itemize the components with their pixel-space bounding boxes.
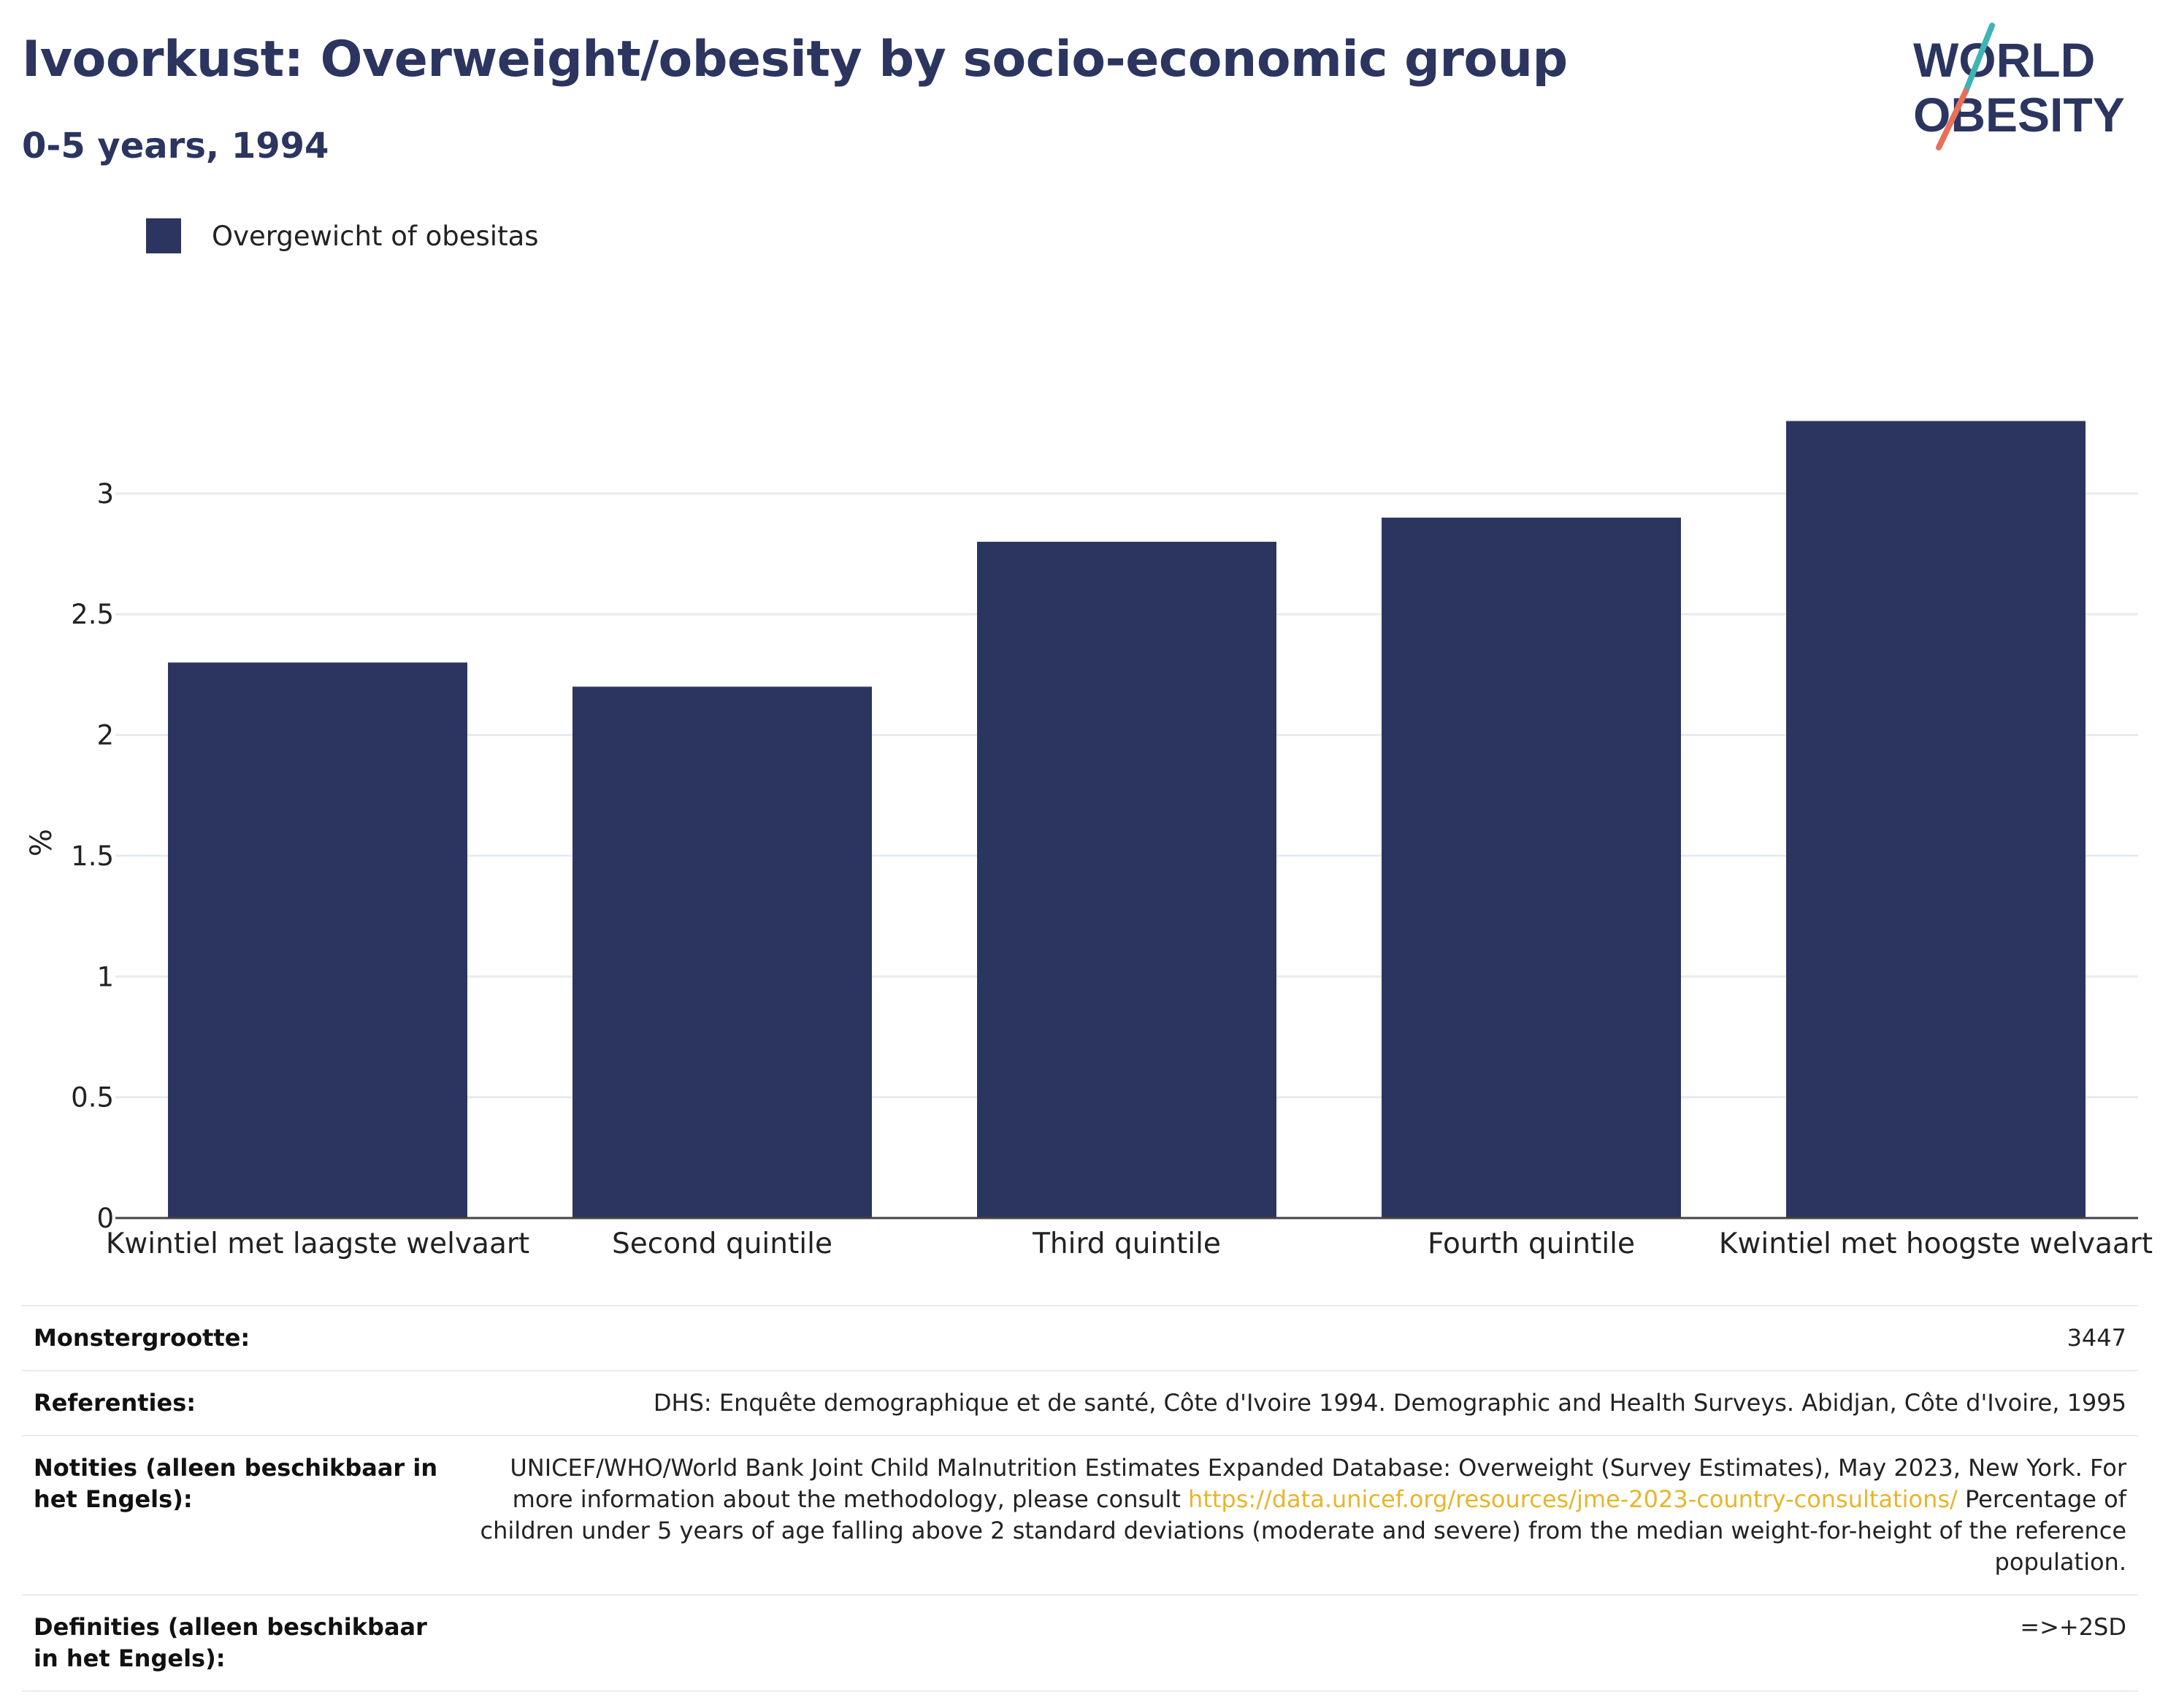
bar-chart: 0 0.5 1 1.5 2 2.5 3% Kwintiel met laagste welva… <box>25 421 2153 1260</box>
info-value: 3447 <box>454 1305 2138 1371</box>
notes-text: UNICEF/WHO/World Bank Joint Child Malnut… <box>510 1454 2126 1513</box>
info-table: Monstergrootte: 3447 Referenties: DHS: E… <box>22 1305 2138 1692</box>
y-tick-label: 2.5 <box>71 599 114 630</box>
info-value: UNICEF/WHO/World Bank Joint Child Malnut… <box>454 1435 2138 1596</box>
info-value: DHS: Enquête demographique et de santé, … <box>454 1370 2138 1436</box>
bar <box>1786 421 2086 1218</box>
x-tick-label: Second quintile <box>612 1228 832 1260</box>
info-row-definitions: Definities (alleen beschikbaar in het En… <box>22 1594 2138 1692</box>
info-label: Monstergrootte: <box>22 1305 454 1371</box>
info-label: Definities (alleen beschikbaar in het En… <box>22 1594 454 1692</box>
legend-label: Overgewicht of obesitas <box>212 220 539 252</box>
chart-subtitle: 0-5 years, 1994 <box>22 126 329 166</box>
svg-text:WORLD: WORLD <box>1913 33 2095 87</box>
y-tick-label: 1.5 <box>71 840 114 872</box>
info-label: Referenties: <box>22 1370 454 1436</box>
bar <box>1382 517 1681 1218</box>
y-tick-label: 2 <box>96 720 114 751</box>
x-tick-label: Kwintiel met laagste welvaart <box>106 1228 529 1260</box>
y-tick-label: 1 <box>96 961 114 992</box>
chart-legend: Overgewicht of obesitas <box>146 216 539 256</box>
y-tick-label: 3 <box>96 478 114 510</box>
bar <box>572 686 872 1218</box>
legend-swatch <box>146 218 181 253</box>
y-axis-title: % <box>25 829 58 857</box>
bar <box>977 541 1276 1218</box>
info-label: Notities (alleen beschikbaar in het Enge… <box>22 1435 454 1596</box>
world-obesity-logo: WORLD OBESITY <box>1913 23 2125 150</box>
info-value: =>+2SD <box>454 1594 2138 1692</box>
info-row-references: Referenties: DHS: Enquête demographique … <box>22 1370 2138 1436</box>
y-tick-label: 0.5 <box>71 1082 114 1114</box>
bar <box>168 662 467 1218</box>
y-tick-label: 0 <box>96 1203 114 1234</box>
x-tick-label: Third quintile <box>1032 1228 1221 1260</box>
x-tick-label: Kwintiel met hoogste welvaart <box>1719 1228 2153 1260</box>
notes-text-continued: Percentage of children under 5 years of … <box>480 1485 2126 1576</box>
methodology-link[interactable]: https://data.unicef.org/resources/jme-20… <box>1188 1485 1958 1513</box>
info-row-sample-size: Monstergrootte: 3447 <box>22 1305 2138 1371</box>
chart-title: Ivoorkust: Overweight/obesity by socio-e… <box>22 31 1568 88</box>
info-row-notes: Notities (alleen beschikbaar in het Enge… <box>22 1435 2138 1596</box>
x-tick-label: Fourth quintile <box>1428 1228 1635 1260</box>
